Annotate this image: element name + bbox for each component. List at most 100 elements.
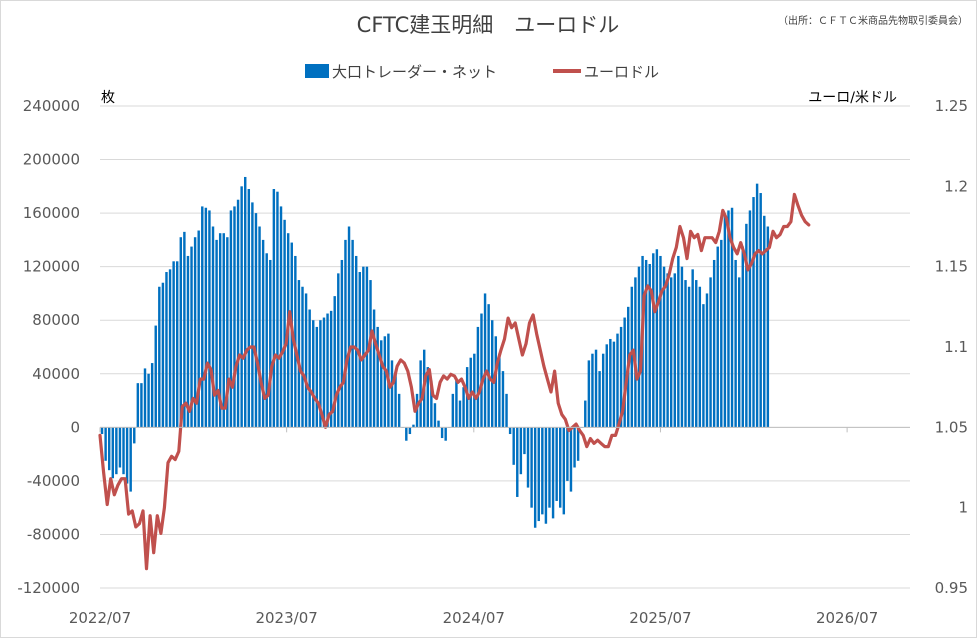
bar	[201, 206, 204, 428]
left-tick-label: 160000	[23, 204, 80, 222]
bar	[412, 424, 415, 428]
right-tick-label: 1.05	[935, 418, 968, 436]
bar	[727, 210, 730, 428]
bar	[745, 223, 748, 428]
bar	[236, 199, 240, 428]
bar	[437, 420, 440, 428]
x-axis: 2022/07 2023/07 2024/07 2025/07 2026/07	[69, 426, 910, 627]
bar	[265, 253, 268, 428]
x-tick-label: 2025/07	[629, 609, 691, 627]
bar	[695, 280, 698, 428]
bar	[541, 427, 544, 515]
bar	[734, 259, 737, 428]
bar	[569, 427, 573, 492]
bar	[308, 309, 311, 428]
bar	[702, 304, 705, 428]
bar	[133, 427, 136, 444]
bar	[168, 269, 172, 428]
legend-bar-label: 大口トレーダー・ネット	[332, 63, 497, 81]
bar	[229, 210, 233, 428]
bar	[490, 320, 494, 428]
bar	[380, 340, 383, 428]
chart-source-note: （出所：ＣＦＴＣ米商品先物取引委員会）	[778, 14, 968, 27]
bar	[254, 213, 258, 428]
bar	[530, 427, 533, 508]
left-tick-label: 0	[70, 418, 80, 436]
bar	[444, 427, 447, 441]
bar	[677, 255, 680, 428]
bar	[612, 341, 616, 428]
bar	[107, 427, 111, 471]
bar	[737, 277, 741, 428]
bar	[419, 360, 422, 428]
bar	[362, 266, 365, 428]
bar	[587, 360, 591, 428]
bar	[397, 393, 401, 428]
bar	[240, 186, 243, 428]
bar	[619, 326, 623, 428]
left-tick-label: 80000	[32, 311, 80, 329]
bar	[698, 286, 702, 428]
bar	[598, 371, 601, 428]
bar	[623, 317, 626, 428]
right-tick-label: 1.1	[944, 338, 968, 356]
bar	[426, 367, 430, 428]
bar	[390, 360, 394, 428]
bar	[516, 427, 519, 497]
bar	[190, 246, 193, 428]
left-tick-label: 40000	[32, 365, 80, 383]
bar	[609, 338, 612, 428]
bar	[204, 207, 208, 428]
bar	[483, 293, 487, 428]
bar	[244, 176, 247, 428]
right-tick-label: 1.2	[944, 177, 968, 195]
right-tick-label: 1.15	[935, 258, 968, 276]
bar	[193, 237, 197, 428]
right-tick-label: 0.95	[935, 579, 968, 597]
bar	[118, 427, 122, 468]
bar	[383, 336, 387, 428]
bar	[655, 249, 659, 428]
bar	[644, 259, 648, 428]
bar	[154, 325, 157, 428]
chart-title: CFTC建玉明細 ユーロドル	[357, 13, 620, 37]
bar	[648, 263, 651, 428]
bar	[326, 313, 329, 428]
bar	[576, 427, 580, 461]
bar	[662, 266, 666, 428]
bar	[340, 259, 344, 428]
gridlines	[100, 105, 910, 589]
bar	[684, 280, 687, 428]
bar	[476, 326, 480, 428]
bar	[512, 427, 515, 465]
bar	[143, 368, 147, 428]
bar	[501, 371, 505, 428]
bar	[601, 353, 605, 428]
bar	[433, 403, 437, 428]
bar	[215, 239, 218, 428]
bar	[755, 183, 759, 428]
bar	[730, 207, 734, 428]
bar	[748, 210, 752, 428]
bar	[329, 310, 333, 428]
bar	[691, 269, 694, 428]
bar	[358, 272, 361, 428]
bar	[405, 427, 408, 441]
bar	[494, 336, 498, 428]
bar	[408, 427, 412, 435]
bar	[369, 280, 372, 428]
bar	[104, 427, 107, 461]
bar	[337, 273, 340, 428]
bar	[218, 233, 222, 428]
bar	[276, 191, 279, 428]
bar	[319, 320, 322, 428]
right-tick-label: 1	[958, 499, 968, 517]
bar	[312, 320, 315, 428]
bar	[247, 189, 251, 428]
bar	[551, 427, 555, 519]
bar	[430, 380, 433, 428]
bar	[659, 255, 662, 428]
bar	[548, 427, 551, 508]
bar	[455, 380, 458, 428]
